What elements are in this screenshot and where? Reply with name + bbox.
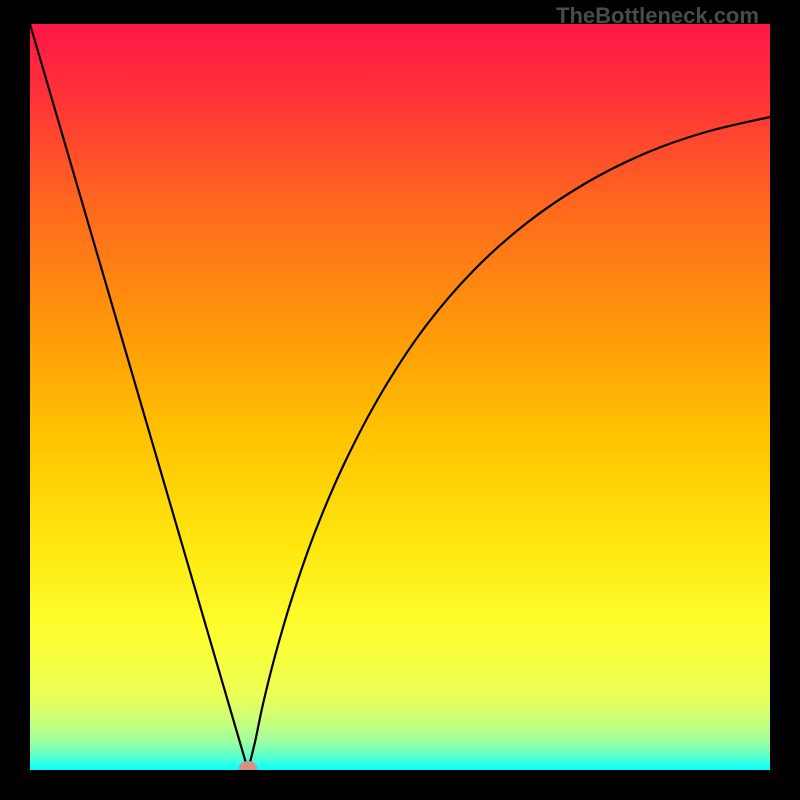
- frame-border-left: [0, 0, 30, 800]
- curve-svg: [0, 0, 800, 800]
- chart-frame: TheBottleneck.com: [0, 0, 800, 800]
- curve-right-branch: [248, 117, 770, 770]
- watermark-text: TheBottleneck.com: [556, 3, 759, 29]
- frame-border-right: [770, 0, 800, 800]
- curve-left-branch: [30, 24, 248, 770]
- frame-border-bottom: [0, 770, 800, 800]
